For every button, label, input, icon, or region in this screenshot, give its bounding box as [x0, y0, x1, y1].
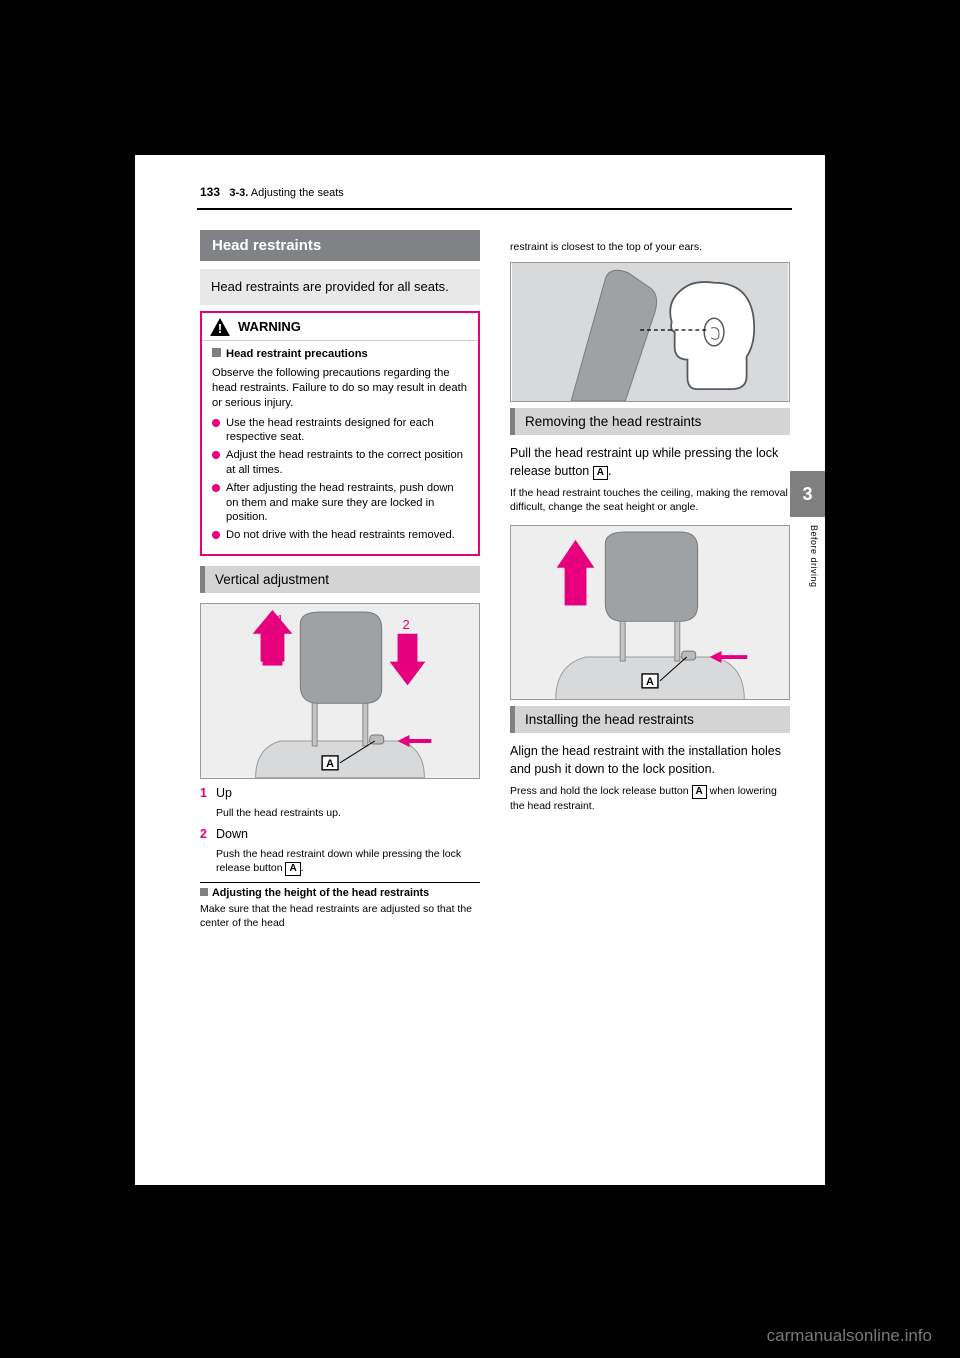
step-sub: Push the head restraint down while press…: [216, 847, 480, 876]
fig-label-1: 1: [276, 612, 283, 627]
warning-box: ! WARNING Head restraint precautions Obs…: [200, 311, 480, 556]
warning-bullet: After adjusting the head restraints, pus…: [212, 481, 468, 525]
step-number: 1: [200, 785, 216, 802]
figure-remove: A: [510, 525, 790, 701]
warning-header: ! WARNING: [202, 313, 478, 341]
warning-body: Head restraint precautions Observe the f…: [202, 341, 478, 543]
square-bullet-icon: [212, 348, 221, 357]
inline-label-a: A: [692, 785, 707, 799]
left-column: Head restraints Head restraints are prov…: [200, 230, 480, 930]
warning-heading-row: Head restraint precautions: [212, 347, 468, 362]
warning-bullet: Use the head restraints designed for eac…: [212, 416, 468, 446]
figure-head-position: [510, 262, 790, 402]
step-row: 2 Down: [200, 826, 480, 843]
right-column: restraint is closest to the top of your …: [510, 240, 790, 813]
bullet-icon: [212, 484, 220, 492]
fig-label-2: 2: [403, 617, 410, 632]
footnote-text: Make sure that the head restraints are a…: [200, 902, 480, 930]
step-row: 1 Up: [200, 785, 480, 802]
step-number: 2: [200, 826, 216, 843]
step-sub: Pull the head restraints up.: [216, 806, 480, 820]
footnote-rule: [200, 882, 480, 883]
inline-label-a: A: [285, 862, 300, 876]
topic-title-bar: Head restraints: [200, 230, 480, 261]
square-bullet-icon: [200, 888, 208, 896]
chapter-tab: 3: [790, 471, 825, 517]
inline-label-a: A: [593, 466, 608, 480]
warning-bullet: Do not drive with the head restraints re…: [212, 528, 468, 543]
bullet-icon: [212, 419, 220, 427]
section-label: 3-3. Adjusting the seats: [229, 187, 343, 199]
subheading-install: Installing the head restraints: [510, 706, 790, 733]
chapter-side-label: Before driving: [809, 525, 819, 588]
warning-icon: !: [210, 318, 230, 336]
svg-text:!: !: [218, 321, 222, 336]
subheading-vertical: Vertical adjustment: [200, 566, 480, 593]
intro-box: Head restraints are provided for all sea…: [200, 269, 480, 305]
page-number: 133: [200, 185, 220, 199]
figure-vertical-adjust: 1 2 A: [200, 603, 480, 779]
install-note: Press and hold the lock release button A…: [510, 784, 790, 813]
manual-page: 133 3-3. Adjusting the seats 3 Before dr…: [0, 0, 960, 1358]
page-header: 133 3-3. Adjusting the seats: [200, 185, 790, 199]
subheading-remove: Removing the head restraints: [510, 408, 790, 435]
header-rule: [197, 208, 792, 210]
footnote-heading: Adjusting the height of the head restrai…: [200, 887, 480, 899]
fig-label-a: A: [326, 758, 334, 770]
remove-text: Pull the head restraint up while pressin…: [510, 445, 790, 480]
warning-bullet: Adjust the head restraints to the correc…: [212, 448, 468, 478]
step-text: Down: [216, 826, 248, 843]
warning-intro: Observe the following precautions regard…: [212, 366, 468, 410]
warning-label: WARNING: [238, 319, 301, 334]
step-text: Up: [216, 785, 232, 802]
bullet-icon: [212, 451, 220, 459]
continuation-text: restraint is closest to the top of your …: [510, 240, 790, 254]
watermark: carmanualsonline.info: [767, 1326, 932, 1346]
bullet-icon: [212, 531, 220, 539]
remove-note: If the head restraint touches the ceilin…: [510, 486, 790, 514]
install-text: Align the head restraint with the instal…: [510, 743, 790, 778]
page-sheet: 133 3-3. Adjusting the seats 3 Before dr…: [135, 155, 825, 1185]
fig-label-a: A: [646, 675, 654, 687]
